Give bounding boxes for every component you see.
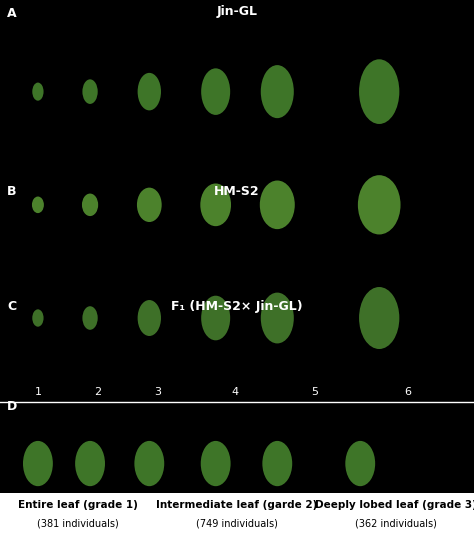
Text: D: D	[7, 400, 17, 413]
Text: C: C	[7, 300, 16, 313]
Ellipse shape	[260, 181, 295, 229]
Text: Deeply lobed leaf (grade 3): Deeply lobed leaf (grade 3)	[315, 500, 474, 510]
Text: 1: 1	[35, 387, 42, 397]
Text: 2: 2	[94, 387, 101, 397]
Ellipse shape	[359, 59, 399, 124]
Ellipse shape	[201, 68, 230, 115]
Ellipse shape	[82, 306, 98, 330]
Text: A: A	[7, 7, 17, 20]
Ellipse shape	[75, 441, 105, 486]
Ellipse shape	[345, 441, 375, 486]
Ellipse shape	[135, 441, 164, 486]
Ellipse shape	[82, 79, 98, 104]
Ellipse shape	[262, 441, 292, 486]
Text: Intermediate leaf (garde 2): Intermediate leaf (garde 2)	[156, 500, 318, 510]
Text: B: B	[7, 185, 17, 198]
Ellipse shape	[137, 73, 161, 110]
Ellipse shape	[137, 188, 162, 222]
Ellipse shape	[201, 296, 230, 340]
Ellipse shape	[358, 175, 401, 234]
Ellipse shape	[32, 197, 44, 213]
Ellipse shape	[32, 82, 44, 101]
Text: (381 individuals): (381 individuals)	[37, 518, 119, 528]
Ellipse shape	[82, 194, 98, 216]
Bar	[0, 493, 474, 539]
Ellipse shape	[23, 441, 53, 486]
Text: Entire leaf (grade 1): Entire leaf (grade 1)	[18, 500, 138, 510]
Text: F₁ (HM-S2× Jin-GL): F₁ (HM-S2× Jin-GL)	[171, 300, 303, 313]
Ellipse shape	[32, 309, 44, 327]
Text: 4: 4	[231, 387, 238, 397]
Text: 5: 5	[311, 387, 319, 397]
Ellipse shape	[201, 441, 231, 486]
Text: HM-S2: HM-S2	[214, 185, 260, 198]
Text: (362 individuals): (362 individuals)	[355, 518, 437, 528]
Ellipse shape	[261, 293, 294, 343]
Text: Jin-GL: Jin-GL	[217, 5, 257, 18]
Ellipse shape	[261, 65, 294, 118]
Text: 3: 3	[155, 387, 162, 397]
Ellipse shape	[201, 183, 231, 226]
Ellipse shape	[137, 300, 161, 336]
Text: (749 individuals): (749 individuals)	[196, 518, 278, 528]
Text: 6: 6	[404, 387, 411, 397]
Ellipse shape	[359, 287, 399, 349]
